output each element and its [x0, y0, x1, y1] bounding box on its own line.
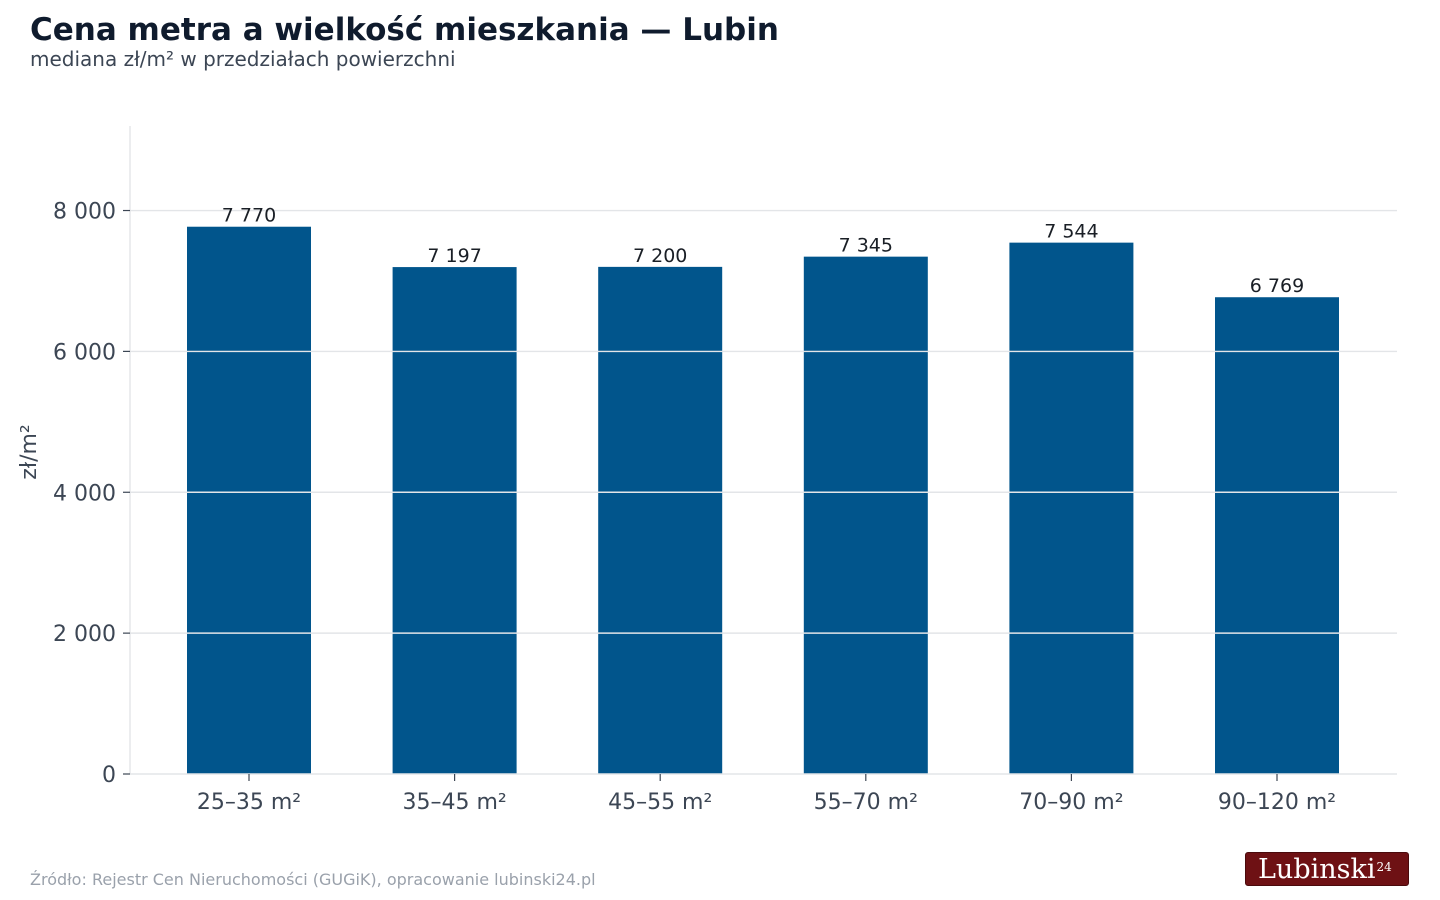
value-label-5: 7 544 [1044, 221, 1098, 243]
labels: 0 2 000 4 000 6 000 8 000 25–35 m² 35–45 m² 45–… [17, 200, 1336, 815]
chart-title: Cena metra a wielkość mieszkania — Lubin [30, 12, 779, 48]
y-tick-label-5: 8 000 [53, 200, 116, 225]
y-tick-label-4: 6 000 [53, 340, 116, 365]
chart-subtitle: mediana zł/m² w przedziałach powierzchni [30, 47, 456, 71]
bar-3 [598, 266, 723, 774]
bars [187, 226, 1339, 775]
logo-text: Lubinski [1258, 854, 1376, 885]
source-note: Źródło: Rejestr Cen Nieruchomości (GUGiK… [30, 870, 596, 889]
value-label-3: 7 200 [633, 245, 687, 267]
value-label-6: 6 769 [1250, 275, 1304, 297]
logo-number: 24 [1376, 860, 1392, 874]
brand-logo: Lubinski24 [1245, 852, 1409, 886]
x-tick-label-1: 25–35 m² [197, 790, 301, 815]
x-tick-label-3: 45–55 m² [608, 790, 712, 815]
bar-2 [392, 267, 517, 774]
bar-1 [187, 226, 311, 774]
axes [123, 126, 1397, 781]
bar-4 [803, 256, 928, 775]
y-tick-label-3: 4 000 [53, 481, 116, 506]
bar-6 [1215, 297, 1339, 774]
y-axis-title: zł/m² [17, 424, 42, 479]
x-tick-label-5: 70–90 m² [1019, 790, 1123, 815]
bar-5 [1009, 242, 1134, 774]
value-label-1: 7 770 [222, 205, 276, 227]
y-tick-label-1: 0 [102, 763, 116, 788]
value-label-2: 7 197 [427, 245, 481, 267]
x-tick-label-6: 90–120 m² [1218, 790, 1336, 815]
value-label-4: 7 345 [839, 235, 893, 257]
y-tick-label-2: 2 000 [53, 622, 116, 647]
x-tick-label-2: 35–45 m² [402, 790, 506, 815]
x-tick-label-4: 55–70 m² [814, 790, 918, 815]
